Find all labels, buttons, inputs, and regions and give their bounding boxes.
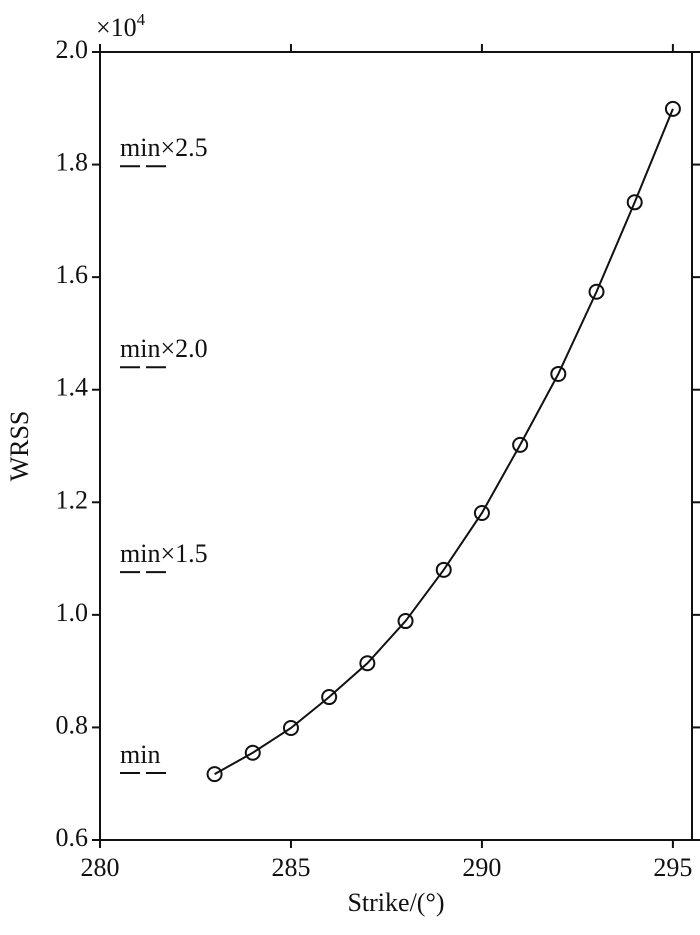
point-marker	[435, 561, 452, 578]
y-tick-label: 1.6	[56, 260, 89, 289]
point-marker	[550, 365, 567, 382]
reference-label: min×1.5	[120, 539, 208, 568]
y-tick-label: 1.2	[56, 485, 89, 514]
y-tick-label: 1.4	[56, 373, 89, 402]
y-tick-label: 1.0	[56, 598, 89, 627]
point-marker	[397, 613, 414, 630]
reference-label: min	[120, 740, 160, 769]
x-tick-label: 290	[462, 853, 501, 882]
point-marker	[282, 719, 299, 736]
y-multiplier: ×104	[96, 10, 146, 42]
x-tick-label: 280	[81, 853, 120, 882]
point-marker	[206, 766, 223, 783]
x-axis-label: Strike/(°)	[347, 888, 444, 917]
point-marker	[512, 436, 529, 453]
point-marker	[359, 655, 376, 672]
y-tick-label: 0.6	[56, 823, 89, 852]
point-marker	[321, 689, 338, 706]
point-marker	[244, 744, 261, 761]
point-marker	[626, 194, 643, 211]
series-line	[214, 108, 674, 776]
point-marker	[473, 504, 490, 521]
y-axis-label: WRSS	[5, 411, 34, 482]
reference-label: min×2.5	[120, 133, 208, 162]
y-tick-label: 0.8	[56, 710, 89, 739]
y-tick-label: 2.0	[56, 35, 89, 64]
y-tick-label: 1.8	[56, 148, 89, 177]
x-tick-label: 285	[271, 853, 310, 882]
point-marker	[664, 100, 681, 117]
multiplier-base: ×10	[96, 13, 137, 42]
plot-frame	[99, 51, 693, 841]
reference-label: min×2.0	[120, 334, 208, 363]
multiplier-exponent: 4	[137, 10, 146, 29]
x-tick-label: 295	[653, 853, 692, 882]
point-marker	[588, 283, 605, 300]
